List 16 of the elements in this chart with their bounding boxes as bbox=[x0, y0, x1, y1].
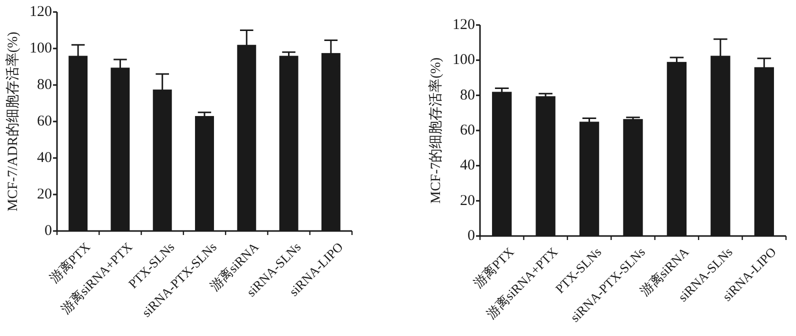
y-tick-label: 20 bbox=[37, 186, 52, 202]
y-tick-label: 80 bbox=[460, 87, 475, 104]
y-tick-label: 120 bbox=[30, 4, 52, 20]
y-tick-label: 100 bbox=[30, 40, 52, 56]
y-tick-label: 100 bbox=[452, 52, 475, 68]
y-tick-label: 60 bbox=[37, 114, 52, 130]
y-tick-label: 40 bbox=[37, 150, 52, 166]
y-axis-title: MCF-7的细胞存活率(%) bbox=[428, 57, 444, 204]
y-tick-label: 40 bbox=[460, 158, 475, 174]
y-tick-label: 120 bbox=[452, 17, 475, 33]
y-tick-label: 0 bbox=[468, 228, 475, 244]
y-tick-label: 80 bbox=[37, 77, 52, 93]
y-tick-label: 20 bbox=[460, 192, 475, 209]
y-axis-title: MCF-7/ADR的细胞存活率(%) bbox=[5, 31, 21, 212]
y-tick-label: 60 bbox=[460, 122, 475, 138]
y-tick-label: 0 bbox=[44, 223, 52, 239]
